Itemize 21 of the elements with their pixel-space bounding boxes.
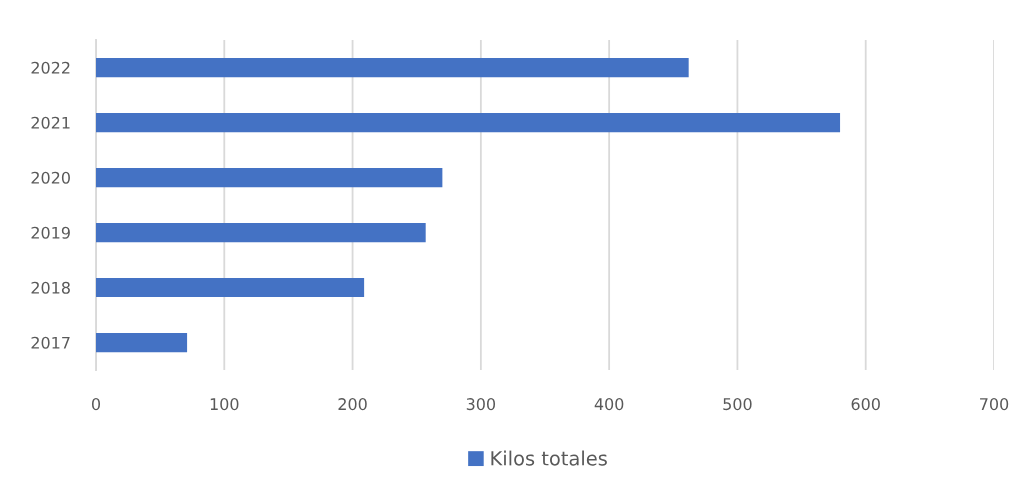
x-tick-label: 200 [338,398,367,411]
bar [96,332,188,353]
x-tick-label: 0 [91,398,101,411]
bar [96,277,365,298]
y-tick-label: 2017 [31,336,70,349]
x-tick-label: 600 [851,398,880,411]
y-tick-label: 2020 [31,171,70,184]
bar [96,57,689,78]
y-tick-label: 2022 [31,61,70,74]
legend-label: Kilos totales [491,450,607,466]
x-tick-label: 300 [466,398,496,411]
x-tick-label: 700 [980,398,1009,411]
bar [96,167,443,188]
bar [96,112,841,133]
x-tick-label: 400 [594,398,624,411]
x-tick-label: 500 [723,398,752,411]
y-tick-label: 2018 [31,281,70,294]
y-tick-label: 2021 [31,116,70,129]
bar [96,222,426,243]
y-tick-label: 2019 [31,226,70,239]
x-tick-label: 100 [210,398,239,411]
